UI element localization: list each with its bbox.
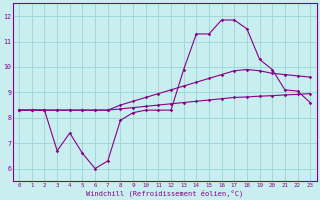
- X-axis label: Windchill (Refroidissement éolien,°C): Windchill (Refroidissement éolien,°C): [86, 189, 243, 197]
